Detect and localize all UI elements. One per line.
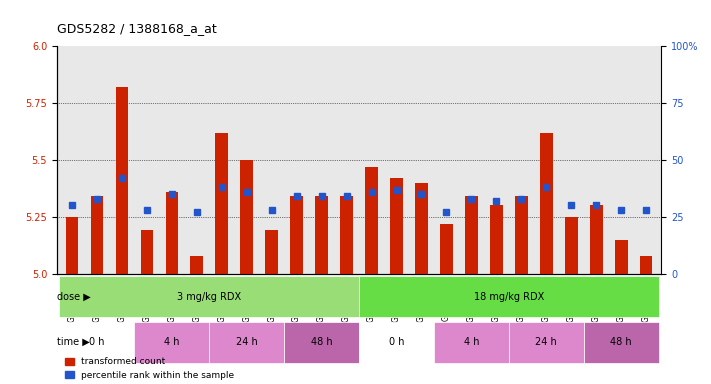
- FancyBboxPatch shape: [60, 321, 134, 362]
- Bar: [640, 255, 653, 274]
- FancyBboxPatch shape: [509, 321, 584, 362]
- Text: 0 h: 0 h: [89, 337, 105, 347]
- Text: 4 h: 4 h: [164, 337, 179, 347]
- Bar: [265, 230, 278, 274]
- Bar: [590, 205, 602, 274]
- FancyBboxPatch shape: [209, 321, 284, 362]
- FancyBboxPatch shape: [134, 321, 209, 362]
- Text: 48 h: 48 h: [311, 337, 333, 347]
- Bar: [290, 196, 303, 274]
- Bar: [65, 217, 78, 274]
- Bar: [415, 183, 428, 274]
- Bar: [365, 167, 378, 274]
- FancyBboxPatch shape: [434, 321, 509, 362]
- FancyBboxPatch shape: [60, 276, 359, 317]
- Text: 24 h: 24 h: [236, 337, 257, 347]
- Text: 24 h: 24 h: [535, 337, 557, 347]
- Bar: [515, 196, 528, 274]
- Bar: [390, 178, 402, 274]
- FancyBboxPatch shape: [584, 321, 658, 362]
- Bar: [90, 196, 103, 274]
- Bar: [540, 132, 552, 274]
- Text: dose ▶: dose ▶: [57, 291, 90, 301]
- Bar: [615, 240, 628, 274]
- FancyBboxPatch shape: [284, 321, 359, 362]
- Bar: [240, 160, 253, 274]
- Bar: [490, 205, 503, 274]
- Bar: [440, 223, 453, 274]
- Text: 48 h: 48 h: [611, 337, 632, 347]
- Bar: [341, 196, 353, 274]
- Text: 18 mg/kg RDX: 18 mg/kg RDX: [474, 291, 544, 301]
- Text: 4 h: 4 h: [464, 337, 479, 347]
- Text: 3 mg/kg RDX: 3 mg/kg RDX: [177, 291, 241, 301]
- Bar: [191, 255, 203, 274]
- Text: 0 h: 0 h: [389, 337, 405, 347]
- Text: GDS5282 / 1388168_a_at: GDS5282 / 1388168_a_at: [57, 22, 217, 35]
- Text: time ▶: time ▶: [57, 337, 90, 347]
- Bar: [465, 196, 478, 274]
- FancyBboxPatch shape: [359, 321, 434, 362]
- Bar: [166, 192, 178, 274]
- Bar: [141, 230, 153, 274]
- Legend: transformed count, percentile rank within the sample: transformed count, percentile rank withi…: [61, 354, 238, 383]
- FancyBboxPatch shape: [359, 276, 658, 317]
- Bar: [215, 132, 228, 274]
- Bar: [116, 87, 128, 274]
- Bar: [565, 217, 577, 274]
- Bar: [316, 196, 328, 274]
